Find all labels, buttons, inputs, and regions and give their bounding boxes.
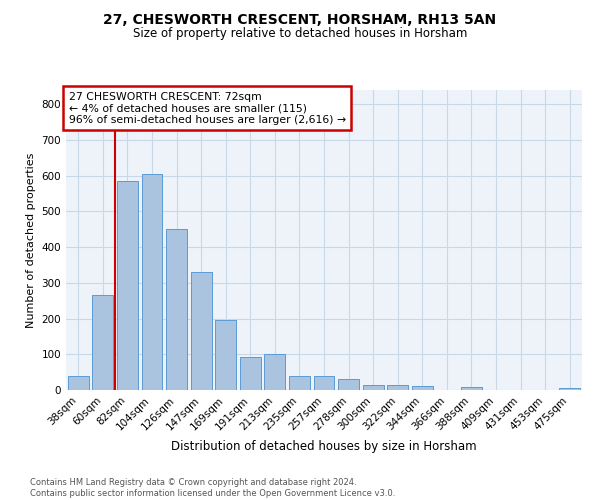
Bar <box>362 386 383 390</box>
Text: Size of property relative to detached houses in Horsham: Size of property relative to detached ho… <box>133 28 467 40</box>
Bar <box>461 387 482 390</box>
Bar <box>265 354 286 390</box>
Bar <box>68 376 89 390</box>
Bar <box>215 320 236 390</box>
Text: Contains HM Land Registry data © Crown copyright and database right 2024.
Contai: Contains HM Land Registry data © Crown c… <box>30 478 395 498</box>
Bar <box>240 357 261 390</box>
Text: 27 CHESWORTH CRESCENT: 72sqm
← 4% of detached houses are smaller (115)
96% of se: 27 CHESWORTH CRESCENT: 72sqm ← 4% of det… <box>68 92 346 124</box>
Bar <box>142 174 163 390</box>
Text: 27, CHESWORTH CRESCENT, HORSHAM, RH13 5AN: 27, CHESWORTH CRESCENT, HORSHAM, RH13 5A… <box>103 12 497 26</box>
Bar <box>412 386 433 390</box>
X-axis label: Distribution of detached houses by size in Horsham: Distribution of detached houses by size … <box>171 440 477 453</box>
Y-axis label: Number of detached properties: Number of detached properties <box>26 152 36 328</box>
Bar <box>289 376 310 390</box>
Bar <box>314 376 334 390</box>
Bar <box>338 380 359 390</box>
Bar <box>387 384 408 390</box>
Bar <box>191 272 212 390</box>
Bar <box>559 388 580 390</box>
Bar <box>92 296 113 390</box>
Bar <box>166 230 187 390</box>
Bar <box>117 181 138 390</box>
